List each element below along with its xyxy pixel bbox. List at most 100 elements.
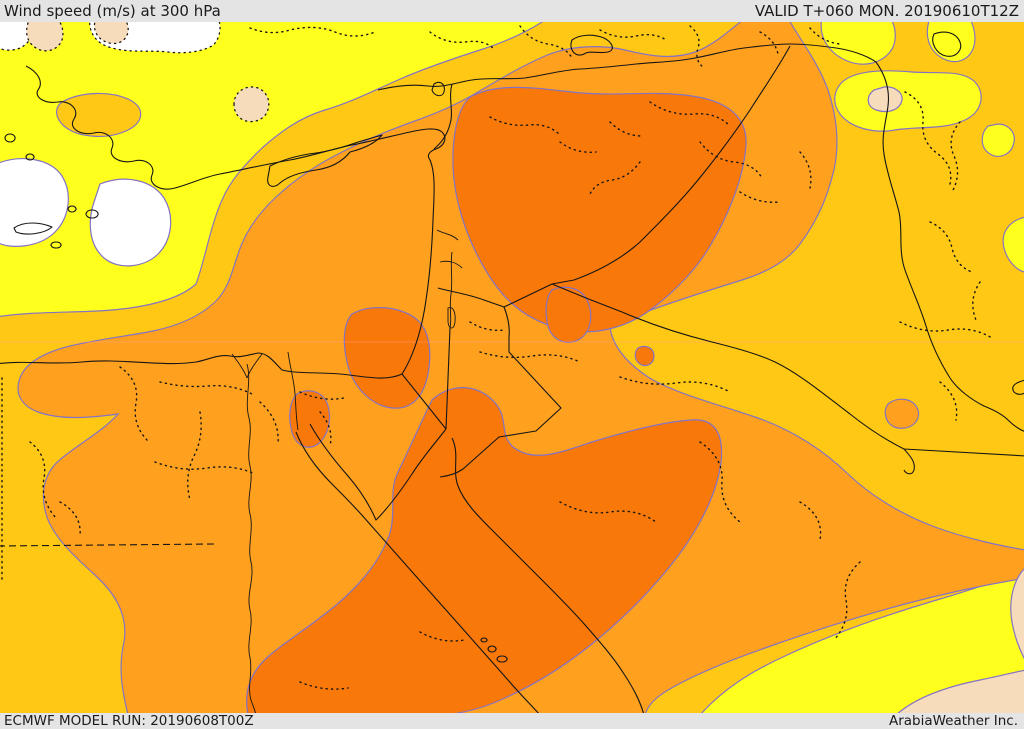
aegean-island [25, 153, 35, 161]
river-nile [246, 363, 257, 713]
dead-sea [447, 307, 456, 329]
band-yellow-blob-ne [926, 22, 976, 63]
redsea-island [480, 637, 488, 643]
lake-van [570, 34, 613, 56]
border-turkey-syria-iraq [377, 43, 877, 91]
aegean-island [50, 241, 62, 249]
coastline-crete [13, 222, 53, 235]
suez-canal [287, 351, 299, 431]
band-white-aegean [89, 178, 172, 267]
header-bar: Wind speed (m/s) at 300 hPa VALID T+060 … [0, 0, 1024, 22]
band-yellow-blob-ne [834, 70, 982, 132]
admin-boundary-dotted [469, 321, 505, 332]
border-iraq-saudi [621, 311, 1024, 457]
admin-boundary-dotted [187, 411, 202, 501]
border-israel-egypt [401, 373, 447, 430]
admin-dotted-boundaries [0, 25, 993, 690]
admin-boundary-dotted [899, 321, 993, 339]
admin-boundary-dotted [950, 121, 961, 193]
admin-boundary-dotted [699, 141, 763, 179]
admin-boundary-dotted [59, 501, 81, 537]
admin-boundary-dotted [929, 221, 973, 273]
aegean-island [67, 205, 77, 213]
band-yellow-blob-right-edge [1002, 216, 1024, 273]
contour-fill-bands [0, 22, 1024, 713]
admin-boundary-dotted [249, 26, 376, 37]
model-run-label: ECMWF MODEL RUN: 20190608T00Z [4, 713, 254, 729]
admin-boundary-dotted [419, 631, 465, 642]
admin-boundary-dotted [699, 441, 741, 523]
map-canvas [0, 22, 1024, 713]
provider-label: ArabiaWeather Inc. [888, 713, 1018, 729]
band-peach-top [25, 22, 64, 52]
coastlines [0, 31, 1024, 713]
band-white-top-corner [0, 22, 34, 51]
aegean-island [4, 133, 16, 143]
admin-boundary-dotted [154, 461, 256, 475]
admin-boundary-dotted [489, 116, 561, 136]
admin-boundary-dotted [619, 376, 729, 392]
border-jordan-saudi [439, 306, 562, 478]
wind-speed-map [0, 22, 1024, 713]
band-yellow-blob-ne [981, 123, 1015, 157]
coastline-sinai [309, 423, 447, 521]
valid-time-label: VALID T+060 MON. 20190610T12Z [754, 2, 1019, 20]
coastline-cyprus [267, 134, 383, 187]
band-orange-blob-east [884, 398, 920, 429]
admin-boundary-dotted [904, 91, 952, 185]
country-borders [377, 43, 1024, 478]
band-darkorange-south-mass [246, 387, 723, 713]
border-israel-jordan [445, 327, 451, 430]
admin-boundary-dotted [299, 681, 349, 690]
border-egypt-sudan-dashed [0, 543, 216, 547]
admin-boundary-dotted [429, 31, 496, 51]
nile-delta-branch [231, 353, 248, 379]
border-lebanon [436, 229, 459, 241]
coastline-redsea-west [295, 431, 539, 713]
band-darkorange-east-jordan-blob [545, 286, 592, 343]
admin-boundary-dotted [939, 381, 958, 421]
border-jordan-iraq [503, 283, 623, 313]
footer-bar: ECMWF MODEL RUN: 20190608T00Z ArabiaWeat… [0, 713, 1024, 729]
admin-boundary-dotted [759, 31, 779, 55]
redsea-island [496, 655, 508, 663]
lake-urmia [932, 31, 962, 57]
band-peach-inner-ne [867, 86, 903, 113]
admin-boundary-dotted [599, 29, 667, 41]
coastline-redsea-east [451, 437, 644, 713]
admin-boundary-dotted [739, 191, 781, 203]
band-peach-top [233, 86, 270, 123]
band-darkorange-north-blob [452, 86, 747, 333]
band-darkorange-levant-blob [343, 307, 431, 409]
nile-delta-branch [246, 353, 263, 379]
admin-boundary-dotted [259, 401, 279, 445]
admin-boundary-dotted [519, 25, 573, 59]
admin-boundary-dotted [119, 366, 149, 442]
border-iran-iraq [875, 61, 1024, 432]
lake-tuz [431, 81, 445, 97]
admin-boundary-dotted [319, 411, 332, 447]
band-darkorange-small-blob [634, 345, 655, 367]
border-hatay [433, 83, 453, 150]
band-white-aegean [0, 158, 69, 247]
coastline-persian-gulf-tip [1012, 379, 1024, 395]
jordan-river [449, 251, 453, 329]
admin-boundary-dotted [299, 391, 345, 400]
map-title: Wind speed (m/s) at 300 hPa [4, 2, 221, 20]
border-syria-jordan [437, 287, 505, 308]
admin-boundary-dotted [589, 161, 641, 195]
band-peach-top [93, 22, 129, 45]
admin-boundary-dotted [559, 501, 657, 523]
redsea-island [487, 645, 497, 653]
admin-boundary-dotted [609, 121, 643, 137]
band-gold-blob-sw-turkey [56, 92, 142, 137]
band-darkorange-sinai-blob [289, 390, 331, 448]
band-yellow-blob-ne [820, 22, 896, 65]
aegean-island [85, 209, 99, 219]
coastline-mediterranean [0, 65, 446, 379]
admin-boundary-dotted [479, 351, 581, 363]
admin-boundary-dotted [29, 441, 57, 519]
admin-boundary-dotted [159, 381, 253, 395]
band-peach-se-corner [897, 669, 1024, 713]
